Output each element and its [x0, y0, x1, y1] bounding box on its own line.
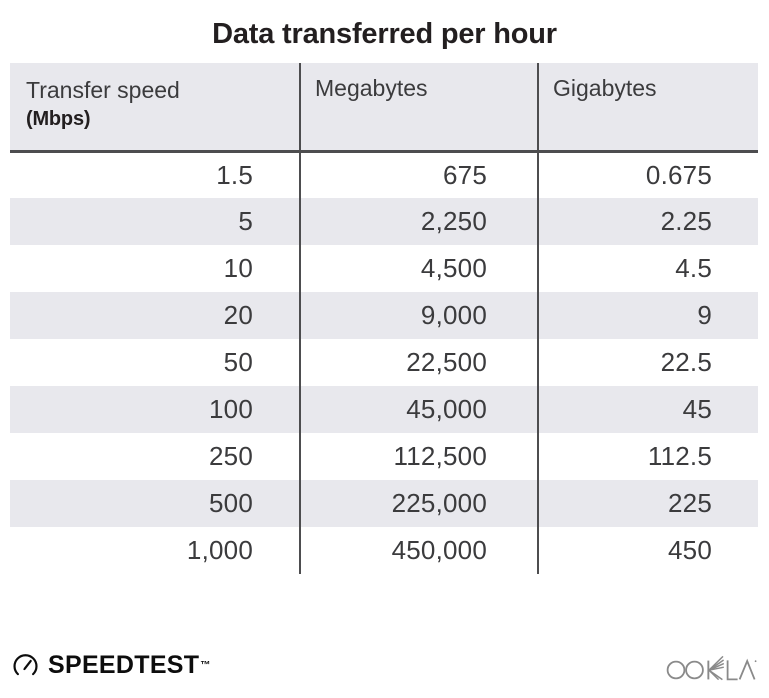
cell-gigabytes: 225 [537, 480, 758, 527]
data-table-container: Transfer speed (Mbps) Megabytes Gigabyte… [10, 63, 758, 574]
cell-megabytes: 675 [299, 151, 538, 198]
cell-transfer-speed: 500 [10, 480, 300, 527]
cell-megabytes: 112,500 [299, 433, 538, 480]
column-header-transfer-speed: Transfer speed (Mbps) [10, 63, 300, 153]
speedtest-trademark-symbol: ™ [200, 660, 211, 671]
column-header-gigabytes: Gigabytes [537, 63, 758, 153]
column-header-transfer-speed-line1: Transfer speed [26, 77, 180, 103]
table-row: 1,000 450,000 450 [10, 527, 758, 574]
table-header-row: Transfer speed (Mbps) Megabytes Gigabyte… [10, 63, 758, 153]
page-title: Data transferred per hour [212, 18, 557, 50]
cell-megabytes: 4,500 [299, 245, 538, 292]
speedtest-logo: SPEEDTEST ™ [12, 652, 210, 679]
cell-gigabytes: 4.5 [537, 245, 758, 292]
cell-gigabytes: 450 [537, 527, 758, 574]
cell-gigabytes: 2.25 [537, 198, 758, 245]
cell-transfer-speed: 5 [10, 198, 300, 245]
cell-transfer-speed: 1,000 [10, 527, 300, 574]
cell-megabytes: 450,000 [299, 527, 538, 574]
speedtest-wordmark: SPEEDTEST [48, 651, 200, 679]
column-header-megabytes: Megabytes [299, 63, 538, 153]
column-header-transfer-speed-unit: (Mbps) [26, 108, 91, 130]
cell-gigabytes: 0.675 [537, 151, 758, 198]
table-row: 20 9,000 9 [10, 292, 758, 339]
table-row: 50 22,500 22.5 [10, 339, 758, 386]
table-row: 5 2,250 2.25 [10, 198, 758, 245]
cell-gigabytes: 112.5 [537, 433, 758, 480]
cell-megabytes: 45,000 [299, 386, 538, 433]
table-header: Transfer speed (Mbps) Megabytes Gigabyte… [10, 63, 758, 153]
speedometer-icon [13, 654, 38, 676]
table-row: 250 112,500 112.5 [10, 433, 758, 480]
data-table: Transfer speed (Mbps) Megabytes Gigabyte… [10, 63, 758, 574]
cell-megabytes: 22,500 [299, 339, 538, 386]
cell-megabytes: 225,000 [299, 480, 538, 527]
cell-gigabytes: 22.5 [537, 339, 758, 386]
cell-transfer-speed: 250 [10, 433, 300, 480]
cell-transfer-speed: 100 [10, 386, 300, 433]
cell-transfer-speed: 20 [10, 292, 300, 339]
table-body: 1.5 675 0.675 5 2,250 2.25 10 4,500 4.5 … [10, 151, 758, 574]
cell-megabytes: 9,000 [299, 292, 538, 339]
cell-gigabytes: 45 [537, 386, 758, 433]
cell-gigabytes: 9 [537, 292, 758, 339]
table-row: 100 45,000 45 [10, 386, 758, 433]
table-row: 500 225,000 225 [10, 480, 758, 527]
cell-megabytes: 2,250 [299, 198, 538, 245]
table-row: 1.5 675 0.675 [10, 151, 758, 198]
footer: SPEEDTEST ™ [0, 640, 769, 698]
table-row: 10 4,500 4.5 [10, 245, 758, 292]
cell-transfer-speed: 50 [10, 339, 300, 386]
cell-transfer-speed: 1.5 [10, 151, 300, 198]
cell-transfer-speed: 10 [10, 245, 300, 292]
ookla-logo [666, 655, 757, 681]
